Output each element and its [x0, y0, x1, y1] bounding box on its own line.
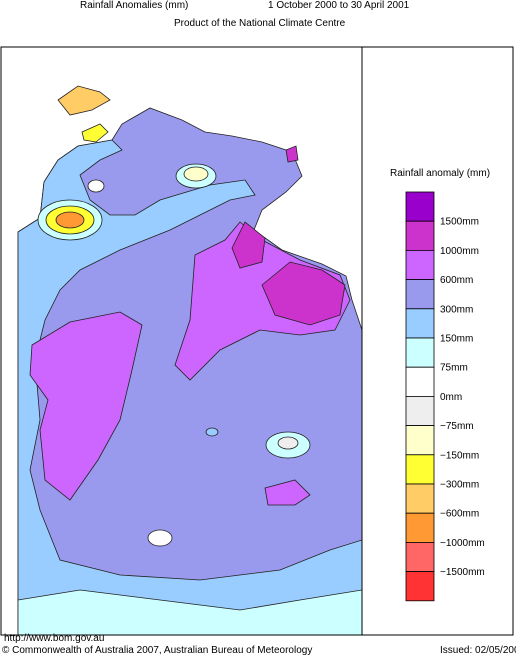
legend-label: −1500mm: [440, 567, 485, 578]
legend-label: 1500mm: [440, 217, 479, 228]
issued: Issued: 02/05/2007: [440, 645, 516, 656]
legend-swatch: [405, 425, 435, 456]
legend-swatch: [405, 249, 435, 280]
legend-title: Rainfall anomaly (mm): [390, 168, 490, 179]
title: Rainfall Anomalies (mm): [80, 0, 188, 11]
legend-swatch: [405, 191, 435, 222]
legend-label: −150mm: [440, 450, 479, 461]
legend: 1500mm 1000mm 600mm 300mm 150mm 75mm 0mm −75mm −…: [405, 191, 485, 602]
legend-swatch: [405, 571, 435, 602]
legend-swatch: [405, 279, 435, 310]
legend-label: 150mm: [440, 334, 473, 345]
legend-label: 1000mm: [440, 246, 479, 257]
copyright: © Commonwealth of Australia 2007, Austra…: [2, 645, 312, 656]
legend-swatch: [405, 542, 435, 573]
legend-label: −1000mm: [440, 538, 485, 549]
legend-swatch: [405, 395, 435, 426]
legend-label: −600mm: [440, 509, 479, 520]
subtitle: Product of the National Climate Centre: [174, 18, 346, 29]
legend-label: 300mm: [440, 304, 473, 315]
legend-label: −75mm: [440, 421, 474, 432]
legend-label: −300mm: [440, 480, 479, 491]
url: http://www.bom.gov.au: [4, 633, 104, 644]
legend-swatch: [405, 337, 435, 368]
map: [0, 46, 363, 636]
legend-swatch: [405, 220, 435, 251]
legend-swatch: [405, 454, 435, 485]
legend-swatch: [405, 308, 435, 339]
legend-label: 75mm: [440, 363, 468, 374]
legend-swatch: [405, 366, 435, 397]
period: 1 October 2000 to 30 April 2001: [268, 0, 410, 11]
legend-panel: [361, 46, 514, 636]
legend-label: 600mm: [440, 275, 473, 286]
legend-swatch: [405, 483, 435, 514]
legend-swatch: [405, 512, 435, 543]
legend-label: 0mm: [440, 392, 462, 403]
